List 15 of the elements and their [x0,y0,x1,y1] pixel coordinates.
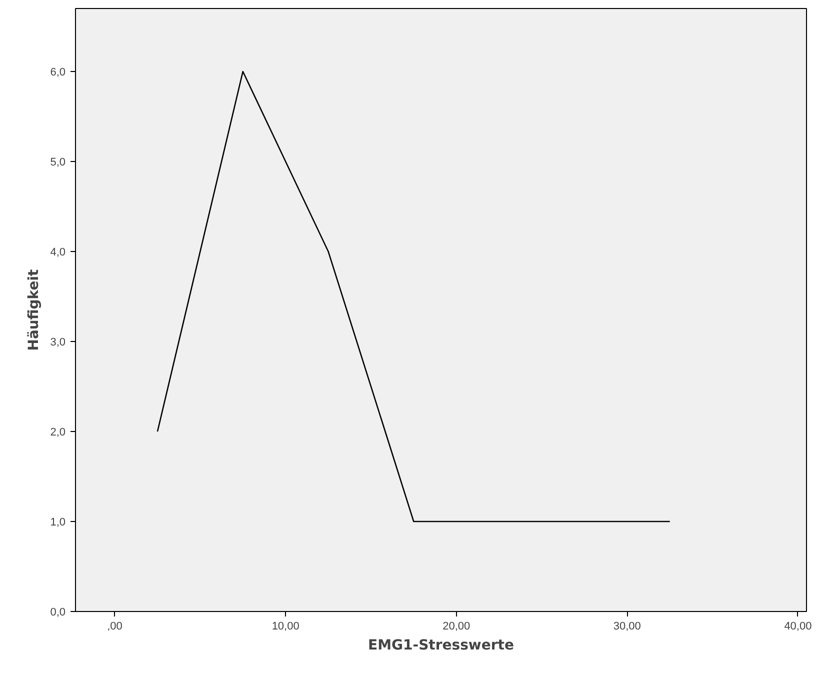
x-axis-title: EMG1-Stresswerte [368,638,514,654]
line-series [156,70,671,522]
y-tick-label: 2,0 [50,426,66,438]
y-tick-label: 1,0 [50,516,66,528]
x-tick-label: 20,00 [442,620,470,632]
y-tick-label: 6,0 [50,66,66,78]
y-tick-label: 5,0 [50,156,66,168]
y-tick-label: 4,0 [50,246,66,258]
y-tick-label: 3,0 [50,336,66,348]
y-axis-title: Häufigkeit [26,268,42,351]
x-tick-label: ,00 [107,620,122,632]
y-tick-label: 0,0 [50,606,66,618]
x-tick-label: 10,00 [272,620,300,632]
x-tick-label: 30,00 [613,620,641,632]
x-tick-label: 40,00 [784,620,812,632]
